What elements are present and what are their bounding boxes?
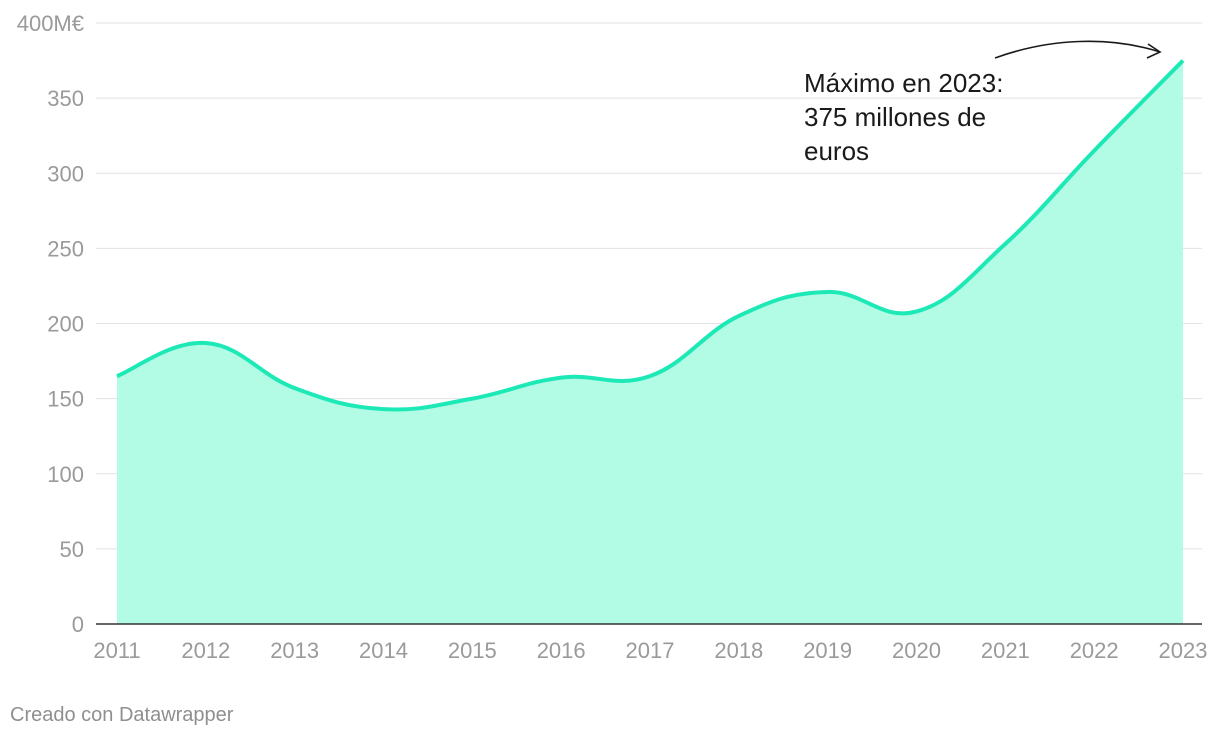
annotation-arrow xyxy=(994,40,1161,59)
x-tick-label: 2012 xyxy=(181,638,230,663)
y-tick-label: 300 xyxy=(47,161,84,186)
x-tick-label: 2020 xyxy=(892,638,941,663)
series-line xyxy=(116,59,1185,412)
y-tick-label: 150 xyxy=(47,387,84,412)
x-tick-label: 2023 xyxy=(1159,638,1208,663)
x-tick-label: 2013 xyxy=(270,638,319,663)
x-tick-label: 2016 xyxy=(537,638,586,663)
y-tick-label: 350 xyxy=(47,86,84,111)
y-axis-labels: 0 50 100 150 200 250 300 350 400M€ xyxy=(17,11,84,637)
x-axis-labels: 2011 2012 2013 2014 2015 2016 2017 2018 2019 2020… xyxy=(93,638,1207,663)
annotation: Máximo en 2023: 375 millones de euros xyxy=(804,40,1162,166)
x-tick-label: 2017 xyxy=(626,638,675,663)
y-tick-label: 400M€ xyxy=(17,11,84,36)
y-tick-label: 250 xyxy=(47,236,84,261)
x-tick-label: 2011 xyxy=(93,638,140,663)
x-tick-label: 2021 xyxy=(981,638,1030,663)
x-tick-label: 2015 xyxy=(448,638,497,663)
annotation-line-3: euros xyxy=(804,136,869,166)
x-tick-label: 2014 xyxy=(359,638,408,663)
y-tick-label: 50 xyxy=(60,537,84,562)
credit-text: Creado con Datawrapper xyxy=(10,704,234,726)
x-tick-label: 2019 xyxy=(803,638,852,663)
y-tick-label: 200 xyxy=(47,312,84,337)
x-tick-label: 2022 xyxy=(1070,638,1119,663)
x-tick-label: 2018 xyxy=(714,638,763,663)
y-tick-label: 0 xyxy=(72,612,84,637)
annotation-arrowhead xyxy=(1146,43,1162,59)
annotation-line-2: 375 millones de xyxy=(804,102,986,132)
y-tick-label: 100 xyxy=(47,462,84,487)
annotation-line-1: Máximo en 2023: xyxy=(804,68,1003,98)
area-fill xyxy=(117,60,1183,624)
